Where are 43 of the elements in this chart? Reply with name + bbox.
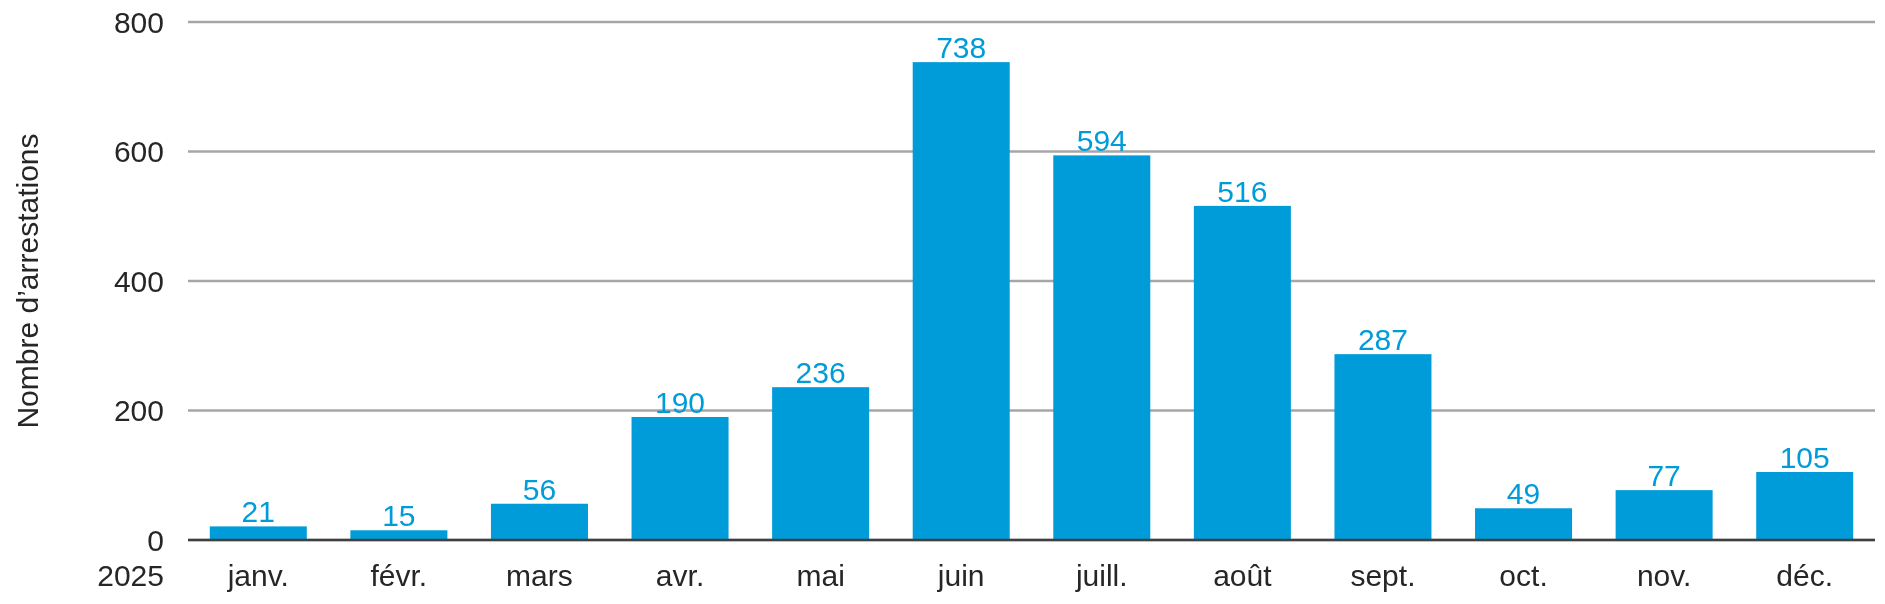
x-tick-label: févr. xyxy=(370,559,428,592)
bar xyxy=(912,62,1010,540)
bar xyxy=(209,526,307,540)
bar xyxy=(1334,354,1432,540)
data-label: 236 xyxy=(795,356,846,390)
x-tick-label: oct. xyxy=(1499,559,1548,592)
x-tick-label: avr. xyxy=(655,559,705,592)
data-label: 105 xyxy=(1779,441,1830,475)
x-tick-label: juill. xyxy=(1074,559,1128,592)
data-label: 594 xyxy=(1076,124,1127,158)
bar xyxy=(1615,490,1713,540)
data-label: 738 xyxy=(936,31,987,65)
y-tick-label: 400 xyxy=(113,264,164,298)
data-label: 15 xyxy=(382,499,416,533)
bar xyxy=(772,387,870,540)
x-tick-label: août xyxy=(1213,559,1273,592)
data-label: 287 xyxy=(1357,323,1408,357)
x-tick-label: juin xyxy=(936,559,985,592)
data-label: 516 xyxy=(1217,174,1268,208)
y-axis-title: Nombre d’arrestations xyxy=(11,133,44,429)
x-tick-label: déc. xyxy=(1776,559,1834,592)
y-tick-label: 800 xyxy=(113,5,164,39)
y-tick-label: 600 xyxy=(113,135,164,168)
data-label: 77 xyxy=(1647,459,1681,493)
x-tick-label: nov. xyxy=(1636,559,1692,592)
x-tick-label: sept. xyxy=(1350,559,1416,592)
y-tick-label: 200 xyxy=(113,394,164,427)
bar xyxy=(1053,155,1151,540)
bar xyxy=(1756,472,1854,540)
x-tick-label: janv. xyxy=(226,559,289,592)
y-tick-label: 0 xyxy=(147,523,164,557)
bar xyxy=(631,416,729,540)
data-label: 21 xyxy=(241,495,275,529)
data-label: 49 xyxy=(1506,477,1541,511)
bar xyxy=(490,503,588,540)
x-tick-label: mai xyxy=(796,559,845,592)
data-label: 56 xyxy=(522,472,557,506)
bar xyxy=(1475,508,1573,540)
data-label: 190 xyxy=(655,385,706,419)
bar xyxy=(1193,205,1291,540)
x-tick-label: mars xyxy=(506,559,573,592)
x-axis-title: 2025 xyxy=(97,559,164,592)
bar xyxy=(350,530,448,540)
